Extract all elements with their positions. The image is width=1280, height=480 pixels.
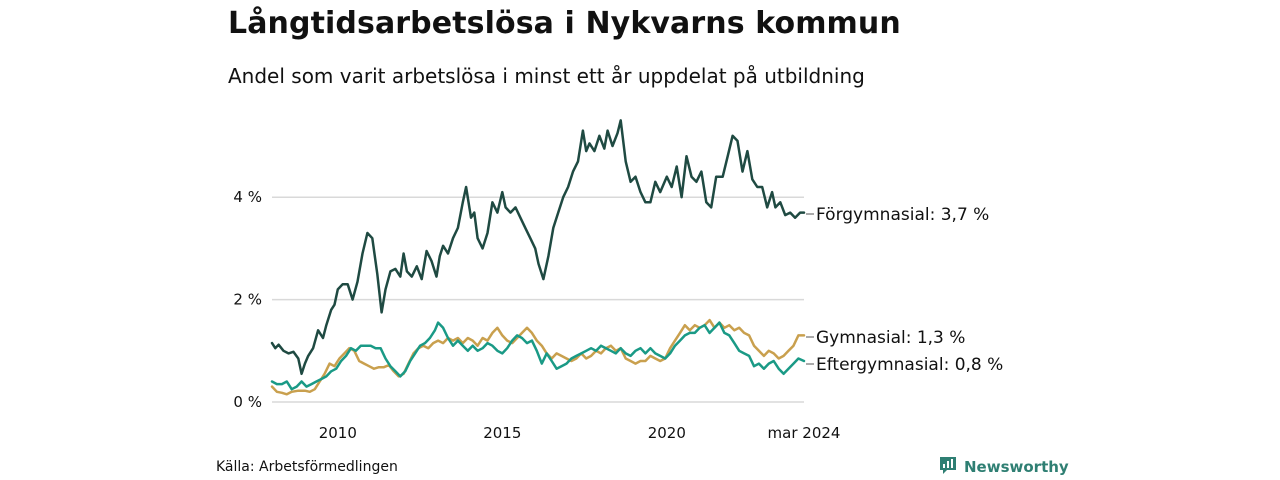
chart-subtitle: Andel som varit arbetslösa i minst ett å… bbox=[228, 64, 865, 88]
y-tick-label: 4 % bbox=[233, 188, 262, 206]
y-tick-label: 0 % bbox=[233, 393, 262, 411]
series-line-förgymnasial[interactable] bbox=[270, 119, 806, 376]
x-tick-label: 2010 bbox=[319, 424, 357, 442]
newsworthy-icon bbox=[938, 455, 958, 479]
source-note: Källa: Arbetsförmedlingen bbox=[216, 459, 398, 475]
series-end-label-gymnasial: Gymnasial: 1,3 % bbox=[816, 328, 965, 348]
newsworthy-logo[interactable]: Newsworthy bbox=[938, 456, 1069, 478]
y-tick-label: 2 % bbox=[233, 291, 262, 309]
x-tick-label: mar 2024 bbox=[768, 424, 841, 442]
brand-name: Newsworthy bbox=[964, 458, 1069, 476]
series-line-eftergymnasial[interactable] bbox=[270, 321, 806, 391]
x-tick-label: 2015 bbox=[483, 424, 521, 442]
series-end-label-förgymnasial: Förgymnasial: 3,7 % bbox=[816, 205, 989, 225]
x-tick-label: 2020 bbox=[648, 424, 686, 442]
series-end-label-eftergymnasial: Eftergymnasial: 0,8 % bbox=[816, 355, 1003, 375]
chart-title: Långtidsarbetslösa i Nykvarns kommun bbox=[228, 6, 901, 41]
